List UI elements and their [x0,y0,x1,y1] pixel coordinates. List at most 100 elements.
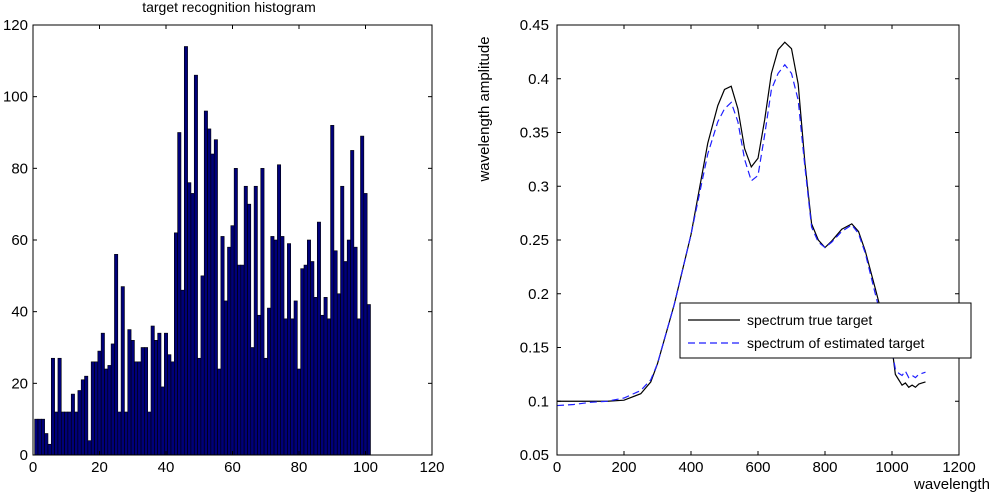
histogram-bar [217,368,222,456]
histogram-bar [293,300,298,456]
histogram-bar [137,361,142,456]
histogram-bar [174,232,178,456]
histogram-x-tick-label: 80 [291,459,308,476]
histogram-bar [356,318,361,456]
histogram-bar [343,261,348,456]
histogram-y-tick-label: 60 [11,232,28,249]
legend-box [679,302,972,359]
histogram-bar [227,246,232,456]
histogram-bar [37,418,42,456]
histogram-bar [353,246,358,456]
histogram-bar [80,379,85,456]
histogram-x-tick-label: 0 [29,459,37,476]
histogram-bar [87,440,92,456]
histogram-x-tick-label: 40 [158,459,175,476]
histogram-y-tick-label: 40 [11,304,28,321]
histogram-bar [147,411,152,456]
histogram-bar [67,411,72,456]
histogram-bar [84,375,89,456]
histogram-bar [187,182,192,456]
histogram-bar [290,318,295,456]
histogram-bar [230,225,235,456]
histogram-bar [44,433,49,456]
histogram-bar [64,411,69,456]
histogram-bar [320,314,325,456]
histogram-y-tick-label: 80 [11,160,28,177]
histogram-bar [190,193,195,456]
histogram-bar [114,254,119,456]
histogram-bar [323,297,328,456]
histogram-x-tick-label: 20 [91,459,108,476]
histogram-bar [243,185,248,456]
histogram-bar [233,168,238,456]
histogram-bar [307,239,311,456]
histogram-x-tick-label: 100 [353,459,378,476]
histogram-bar [287,243,291,456]
histogram-bar [134,361,139,456]
histogram-bar [223,300,228,456]
spectrum-x-tick-label: 600 [745,459,770,476]
histogram-title: target recognition histogram [142,0,316,15]
spectrum-y-axis-label: wavelength amplitude [476,36,493,182]
histogram-bar [77,390,82,456]
histogram-bar [74,411,79,456]
spectrum-x-axis-label: wavelength [913,476,990,493]
legend-label-estimated-target: spectrum of estimated target [747,335,925,351]
histogram-bar [41,418,45,456]
histogram-bar [326,318,331,456]
histogram-bar [144,347,149,456]
histogram-bar [330,125,335,456]
histogram-bar [267,307,272,456]
histogram-bar [260,168,265,456]
histogram-bar [100,332,105,456]
series-line-estimated-target [556,63,926,407]
histogram-bar [60,411,65,456]
histogram-bar [220,236,225,456]
spectrum-y-tick-label: 0.05 [520,447,549,464]
histogram-bar [47,443,52,456]
histogram-bar [213,139,218,456]
spectrum-legend: spectrum true target spectrum of estimat… [679,302,972,359]
histogram-x-tick-label: 120 [419,459,444,476]
histogram-bar [183,46,188,456]
histogram-bar [170,361,175,456]
histogram-bar [277,164,282,456]
spectrum-lines [556,41,926,407]
spectrum-axes-frame [556,24,960,456]
histogram-bar [247,203,252,456]
spectrum-ticks: 0 200 400 600 800 1000 1200 0.05 0.1 0.15 0.2 0.25 0… [520,17,976,476]
histogram-y-tick-label: 100 [3,89,28,106]
histogram-bar [253,185,258,456]
histogram-bar [280,236,285,456]
histogram-bar [54,411,59,456]
histogram-bar [240,264,245,456]
histogram-bars [34,46,371,456]
spectrum-x-tick-label: 800 [812,459,837,476]
histogram-bar [164,332,168,456]
histogram-bar [237,264,242,456]
histogram-bar [127,329,132,456]
histogram-bar [130,340,135,456]
histogram-bar [177,132,182,456]
spectrum-y-tick-label: 0.2 [528,286,549,303]
histogram-bar [167,354,172,456]
spectrum-x-tick-label: 400 [678,459,703,476]
histogram-ticks: 0 20 40 60 80 100 120 0 20 40 60 80 100 120 [3,17,445,476]
histogram-bar [300,268,305,456]
histogram-bar [303,264,308,456]
spectrum-y-tick-label: 0.35 [520,125,549,142]
histogram-bar [154,340,158,456]
histogram-bar [197,357,202,456]
histogram-bar [157,332,162,456]
histogram-bar [70,393,75,456]
histogram-bar [117,411,122,456]
histogram-bar [50,357,55,456]
histogram-bar [360,135,365,456]
spectrum-y-tick-label: 0.1 [528,393,549,410]
histogram-bar [333,250,338,456]
spectrum-chart: 0 200 400 600 800 1000 1200 0.05 0.1 0.15 0.2 0.25 0… [476,17,990,493]
histogram-bar [57,357,62,456]
histogram-bar [263,357,268,456]
histogram-bar [210,153,215,456]
